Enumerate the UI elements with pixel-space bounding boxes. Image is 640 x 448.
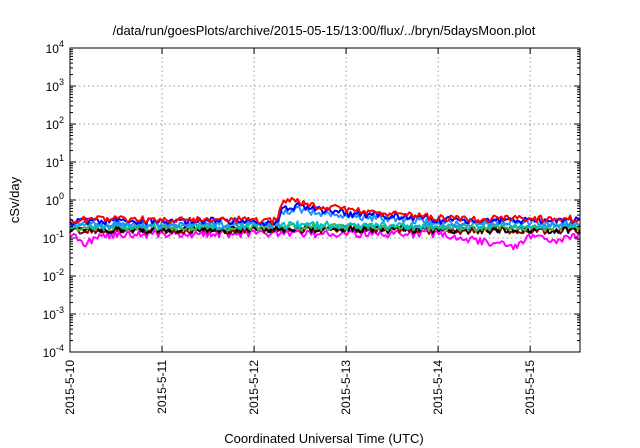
series-group — [69, 196, 581, 251]
y-tick-label: 103 — [46, 77, 64, 94]
x-tick-label: 2015-5-14 — [431, 360, 445, 415]
ticks — [69, 47, 580, 353]
x-axis-label: Coordinated Universal Time (UTC) — [224, 431, 423, 446]
grid — [70, 48, 580, 352]
series-line — [69, 196, 581, 226]
x-tick-label: 2015-5-11 — [155, 360, 169, 414]
x-tick-label: 2015-5-15 — [523, 360, 537, 415]
x-tick-label: 2015-5-12 — [247, 360, 261, 415]
series-line — [69, 220, 581, 231]
x-tick-labels: 2015-5-10 2015-5-11 2015-5-12 2015-5-13 2015… — [63, 360, 537, 415]
y-tick-label: 10-2 — [43, 267, 64, 284]
y-tick-label: 10-4 — [43, 343, 64, 360]
y-tick-labels: 10-4 10-3 10-2 10-1 100 101 102 103 104 — [43, 39, 64, 360]
y-tick-label: 104 — [46, 39, 64, 56]
series-line — [69, 229, 581, 251]
y-tick-label: 102 — [46, 115, 64, 132]
chart-title: /data/run/goesPlots/archive/2015-05-15/1… — [113, 23, 536, 38]
y-tick-label: 100 — [46, 191, 64, 208]
y-tick-label: 10-1 — [43, 229, 64, 246]
y-axis-label: cSv/day — [7, 176, 22, 223]
x-tick-label: 2015-5-10 — [63, 360, 77, 415]
y-tick-label: 101 — [46, 153, 64, 170]
y-tick-label: 10-3 — [43, 305, 64, 322]
x-tick-label: 2015-5-13 — [339, 360, 353, 415]
